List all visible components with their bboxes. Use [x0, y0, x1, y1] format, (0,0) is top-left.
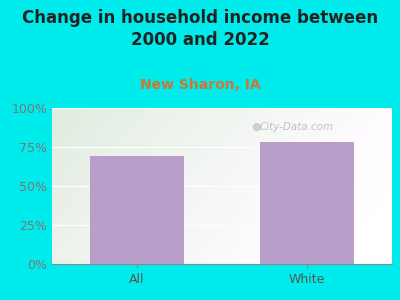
Text: New Sharon, IA: New Sharon, IA [140, 78, 260, 92]
Bar [260, 142, 354, 264]
Text: Change in household income between
2000 and 2022: Change in household income between 2000 … [22, 9, 378, 49]
Text: ●: ● [251, 122, 261, 132]
Text: City-Data.com: City-Data.com [260, 122, 334, 132]
Bar [90, 156, 184, 264]
